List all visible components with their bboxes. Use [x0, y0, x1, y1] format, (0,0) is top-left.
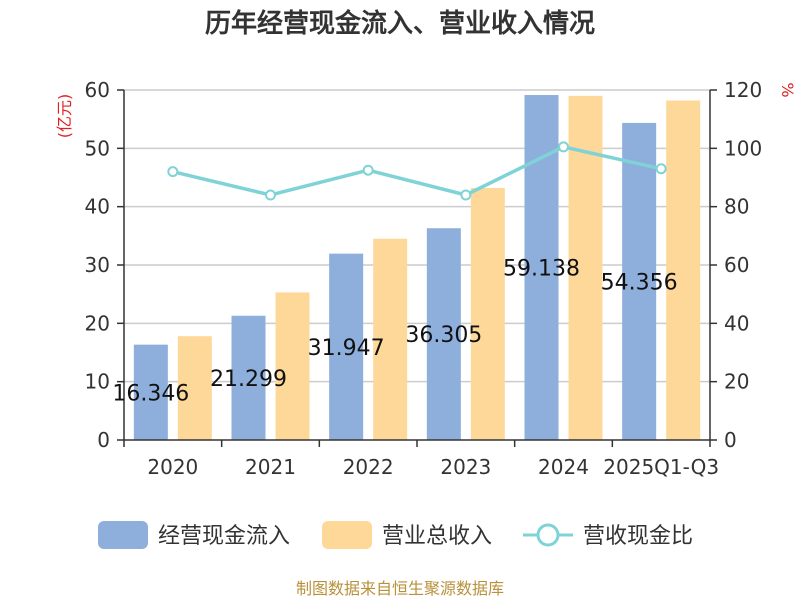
x-axis-tick-label: 2024	[538, 455, 589, 479]
bars	[133, 95, 701, 441]
right-axis-tick-label: 100	[724, 136, 762, 160]
ratio-point	[655, 163, 667, 175]
x-axis-tick-label: 2025Q1-Q3	[603, 455, 719, 479]
x-axis-tick-label: 2022	[343, 455, 394, 479]
bar-cash-inflow	[231, 315, 266, 440]
legend-swatch-revenue	[322, 521, 372, 549]
data-labels: 16.346 21.299 31.947 36.305 59.138 54.356	[112, 257, 677, 407]
right-axis-tick-label: 120	[724, 78, 762, 102]
source-note: 制图数据来自恒生聚源数据库	[296, 579, 504, 598]
ratio-point	[167, 166, 179, 178]
ratio-point	[362, 164, 374, 176]
left-axis-tick-label: 10	[85, 370, 110, 394]
ratio-point	[460, 189, 472, 201]
legend-label-cash-inflow: 经营现金流入	[158, 524, 290, 549]
legend-swatch-ratio-marker	[536, 523, 560, 547]
chart-title: 历年经营现金流入、营业收入情况	[205, 8, 595, 39]
ratio-line	[167, 141, 667, 201]
legend-label-ratio: 营收现金比	[583, 524, 693, 549]
ratio-point	[558, 141, 569, 153]
legend-label-revenue: 营业总收入	[382, 524, 492, 549]
right-axis-tick-label: 20	[724, 370, 749, 394]
x-axis-tick-label: 2023	[440, 455, 491, 479]
bar-revenue	[275, 292, 310, 440]
left-axis-tick-label: 60	[85, 78, 110, 102]
bar-cash-inflow	[329, 253, 364, 440]
bar-cash-inflow	[622, 122, 657, 440]
axes: 0 10 20 30 40 50 60 0 20 40 60 80 100 120 2020 2021 2022…	[85, 78, 763, 479]
right-axis-tick-label: 60	[724, 253, 749, 277]
data-label-cash-inflow: 36.305	[405, 323, 482, 348]
legend-swatch-cash-inflow	[98, 521, 148, 549]
left-axis-tick-label: 50	[85, 136, 110, 160]
data-label-cash-inflow: 21.299	[210, 367, 287, 392]
x-axis-tick-label: 2021	[245, 455, 296, 479]
x-axis-tick-label: 2020	[147, 455, 198, 479]
left-axis-tick-label: 40	[85, 195, 110, 219]
left-axis-tick-label: 0	[97, 428, 110, 452]
bar-cash-inflow	[133, 344, 168, 440]
left-axis-unit: (亿元)	[55, 94, 74, 139]
data-label-cash-inflow: 16.346	[112, 381, 189, 406]
ratio-line-path	[172, 145, 662, 197]
bar-cash-inflow	[426, 228, 461, 440]
data-label-cash-inflow: 59.138	[503, 257, 580, 282]
gridlines	[124, 89, 710, 383]
left-axis-tick-label: 20	[85, 311, 110, 335]
data-label-cash-inflow: 54.356	[601, 270, 678, 295]
bar-revenue	[470, 188, 505, 440]
bar-revenue	[666, 100, 701, 440]
bar-revenue	[177, 336, 212, 440]
left-axis-tick-label: 30	[85, 253, 110, 277]
legend: 经营现金流入 营业总收入 营收现金比	[98, 521, 693, 549]
data-label-cash-inflow: 31.947	[308, 336, 385, 361]
right-axis-tick-label: 80	[724, 195, 749, 219]
right-axis-tick-label: 40	[724, 311, 749, 335]
right-axis-unit: %	[778, 82, 797, 97]
bar-revenue	[373, 238, 408, 440]
ratio-point	[265, 189, 276, 201]
right-axis-tick-label: 0	[724, 428, 737, 452]
